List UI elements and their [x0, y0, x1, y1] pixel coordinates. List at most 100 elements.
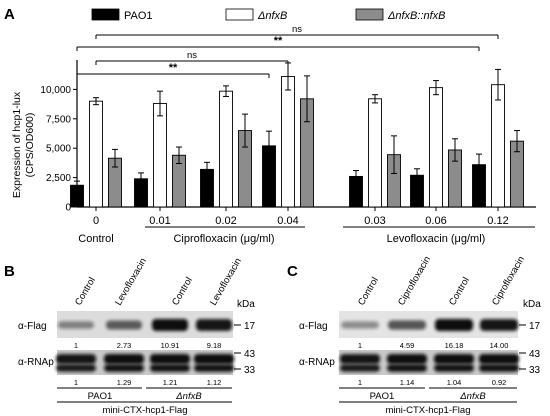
- blot-band: [56, 364, 96, 372]
- bar-nfxb: [89, 100, 103, 208]
- panel-b-rnap-value-1: 1: [74, 378, 78, 387]
- panel-b-rnap-value-4: 1.12: [207, 378, 222, 387]
- levofloxacin-group-label: Levofloxacin (μg/ml): [387, 233, 486, 245]
- panel-b-rnap-label: α-RNAp: [18, 357, 54, 368]
- blot-band: [387, 364, 427, 372]
- panel-b-lane-label-2: Levofloxacin: [113, 256, 149, 307]
- bar-nfxb: [281, 76, 295, 208]
- bar-nfxb: [219, 90, 233, 208]
- panel-c-flag-value-1: 1: [358, 341, 362, 350]
- panel-c-rnap-label: α-RNAp: [299, 357, 335, 368]
- control-label: Control: [78, 233, 113, 245]
- panel-b-western-blot: B Control Levofloxacin Control Levofloxa…: [4, 256, 256, 416]
- panel-c-flag-label: α-Flag: [299, 321, 328, 332]
- panel-b-rnap-marker-43: 43: [244, 349, 256, 360]
- panel-b-flag-bands: [58, 319, 232, 331]
- blot-band: [104, 364, 144, 372]
- legend-label-nfxb: ΔnfxB: [257, 10, 287, 22]
- blot-band: [434, 354, 474, 364]
- blot-band: [106, 320, 142, 330]
- panel-c-flag-bands: [341, 319, 518, 331]
- legend-label-pao1: PAO1: [124, 10, 153, 22]
- significance-label: ns: [187, 50, 197, 61]
- blot-band: [194, 364, 234, 372]
- bar-nfxb: [368, 98, 382, 208]
- panel-c-rnap-marker-43: 43: [529, 349, 541, 360]
- y-tick-label: 7,500: [46, 114, 71, 125]
- x-axis-ticks: 0 0.01 0.02 0.04 0.03 0.06 0.12: [93, 207, 509, 227]
- y-axis-label-line1: Expression of hcp1-lux: [11, 91, 23, 198]
- blot-band: [387, 354, 427, 364]
- panel-b-strain-2: ΔnfxB: [175, 391, 202, 402]
- panel-c-lane-label-1: Control: [356, 275, 381, 307]
- panel-b-flag-value-4: 9.18: [207, 341, 222, 350]
- panel-b-label: B: [4, 263, 15, 280]
- x-tick-label: 0.12: [487, 215, 508, 227]
- panel-c-rnap-marker-33: 33: [529, 365, 541, 376]
- y-tick-label: 5,000: [46, 144, 71, 155]
- legend-swatch-pao1: [91, 8, 120, 21]
- panel-c-flag-marker: 17: [529, 321, 541, 332]
- x-tick-label: 0.06: [425, 215, 446, 227]
- bars: [70, 62, 524, 208]
- legend: PAO1 ΔnfxB ΔnfxB::nfxB: [91, 8, 446, 22]
- legend-swatch-nfxb: [225, 8, 254, 21]
- panel-b-flag-marker: 17: [244, 321, 256, 332]
- panel-c-rnap-value-2: 1.14: [400, 378, 415, 387]
- ciprofloxacin-group-label: Ciprofloxacin (μg/ml): [173, 233, 274, 245]
- y-axis-label-line2: (CPS/OD600): [24, 113, 36, 178]
- panel-c-lane-label-3: Control: [447, 275, 472, 307]
- blot-band: [150, 364, 190, 372]
- blot-band: [479, 354, 519, 364]
- panel-c-lane-label-2: Ciprofloxacin: [396, 254, 433, 307]
- blot-band: [196, 319, 232, 331]
- panel-c-rnap-value-4: 0.92: [492, 378, 507, 387]
- significance-label: **: [274, 35, 283, 47]
- significance-brackets: ** ns ** ns: [76, 24, 499, 78]
- panel-c-lane-label-4: Ciprofloxacin: [490, 254, 527, 307]
- bar-nfxb: [429, 87, 443, 208]
- bar-nfxb: [491, 84, 505, 208]
- panel-c-strain-2: ΔnfxB: [459, 391, 486, 402]
- significance-label: **: [169, 62, 178, 74]
- panel-b-rnap-value-2: 1.29: [117, 378, 132, 387]
- legend-label-complement: ΔnfxB::nfxB: [387, 10, 446, 22]
- x-tick-label: 0.02: [215, 215, 236, 227]
- panel-b-flag-label: α-Flag: [18, 321, 47, 332]
- panel-c-western-blot: C Control Ciprofloxacin Control Ciproflo…: [287, 254, 541, 416]
- panel-b-strain-1: PAO1: [88, 391, 113, 402]
- panel-c-label: C: [287, 263, 298, 280]
- blot-band: [341, 321, 379, 329]
- x-tick-label: 0.03: [364, 215, 385, 227]
- panel-a-bar-chart: A PAO1 ΔnfxB ΔnfxB::nfxB Expression of h…: [4, 6, 536, 245]
- panel-a-label: A: [4, 6, 15, 23]
- panel-b-kda-label: kDa: [237, 299, 255, 310]
- y-tick-label: 0: [65, 203, 71, 214]
- blot-band: [56, 354, 96, 364]
- panel-c-rnap-bands: [340, 354, 519, 372]
- x-tick-label: 0.04: [277, 215, 298, 227]
- panel-c-kda-label: kDa: [523, 299, 541, 310]
- y-tick-label: 2,500: [46, 173, 71, 184]
- panel-c-flag-value-2: 4.59: [400, 341, 415, 350]
- blot-band: [434, 364, 474, 372]
- bar-nfxb: [153, 103, 167, 208]
- panel-b-rnap-bands: [56, 354, 234, 372]
- panel-b-lane-label-1: Control: [73, 275, 98, 307]
- blot-band: [104, 354, 144, 364]
- panel-b-flag-value-3: 10.91: [161, 341, 180, 350]
- blot-band: [388, 320, 426, 330]
- panel-c-rnap-value-1: 1: [358, 378, 362, 387]
- y-axis-label-text: Expression of hcp1-lux: [11, 91, 23, 198]
- panel-c-strain-1: PAO1: [370, 391, 395, 402]
- blot-band: [152, 319, 188, 331]
- blot-band: [435, 319, 473, 331]
- panel-b-rnap-marker-33: 33: [244, 365, 256, 376]
- panel-b-rnap-value-3: 1.21: [163, 378, 178, 387]
- blot-band: [194, 354, 234, 364]
- y-tick-label: 10,000: [40, 85, 71, 96]
- panel-c-flag-value-4: 14.00: [490, 341, 509, 350]
- panel-c-rnap-value-3: 1.04: [447, 378, 462, 387]
- panel-c-flag-value-3: 16.18: [445, 341, 464, 350]
